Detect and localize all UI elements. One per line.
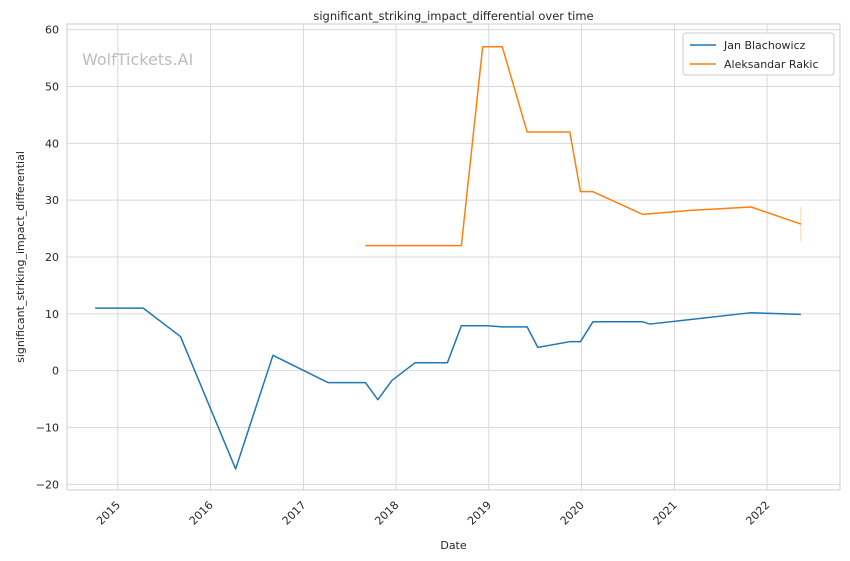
y-tick-label: 10 xyxy=(45,308,59,321)
watermark: WolfTickets.AI xyxy=(82,50,193,69)
y-axis-title: significant_striking_impact_differential xyxy=(14,151,27,363)
y-tick-label: 30 xyxy=(45,194,59,207)
y-tick-label: 0 xyxy=(52,365,59,378)
plot-frame xyxy=(66,23,841,491)
series-line-aleksandar-rakic xyxy=(365,45,802,247)
y-tick-label: 20 xyxy=(45,251,59,264)
legend-label-aleksandar-rakic: Aleksandar Rakic xyxy=(724,58,819,71)
series-line-jan-blachowicz xyxy=(95,307,801,470)
legend-box xyxy=(682,32,835,76)
y-tick-label: 40 xyxy=(45,137,59,150)
chart-title: significant_striking_impact_differential… xyxy=(313,9,593,23)
x-axis-title: Date xyxy=(440,539,467,552)
y-tick-label: −20 xyxy=(36,478,59,491)
y-tick-label: −10 xyxy=(36,421,59,434)
y-tick-label: 50 xyxy=(45,81,59,94)
legend: Jan Blachowicz Aleksandar Rakic xyxy=(682,32,835,76)
y-axis-ticks: −20 −10 0 10 20 30 40 50 60 xyxy=(36,24,59,492)
legend-label-jan-blachowicz: Jan Blachowicz xyxy=(723,39,806,52)
grid xyxy=(67,24,840,490)
y-tick-label: 60 xyxy=(45,24,59,37)
series xyxy=(95,45,802,470)
